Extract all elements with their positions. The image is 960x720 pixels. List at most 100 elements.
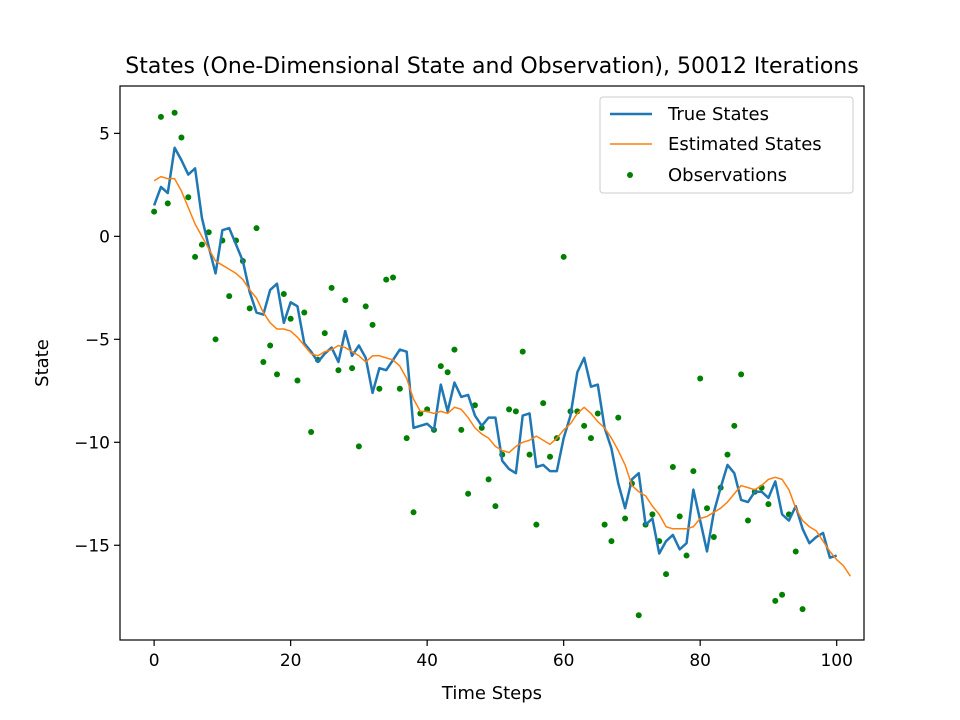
observation-point xyxy=(355,443,362,450)
observation-point xyxy=(308,428,315,435)
y-axis-ticks: 5 0 −5 −10 −15 xyxy=(74,124,120,556)
observation-point xyxy=(451,346,458,353)
y-tick-label: −5 xyxy=(85,330,110,350)
observation-point xyxy=(704,505,711,512)
observation-point xyxy=(738,371,745,378)
observation-point xyxy=(444,369,451,376)
observation-point xyxy=(178,134,185,141)
observation-point xyxy=(587,435,594,442)
observation-point xyxy=(731,422,738,429)
series-layer xyxy=(151,109,851,619)
observation-point xyxy=(724,451,731,458)
observation-point xyxy=(792,548,799,555)
observation-point xyxy=(744,517,751,524)
legend-label-true-states: True States xyxy=(667,104,769,125)
observation-point xyxy=(198,241,205,248)
observation-point xyxy=(260,358,267,365)
x-tick-label: 80 xyxy=(689,651,711,671)
x-tick-label: 100 xyxy=(820,651,852,671)
x-axis-label: Time Steps xyxy=(441,683,542,704)
observation-point xyxy=(676,513,683,520)
observation-point xyxy=(362,303,369,310)
observation-point xyxy=(506,406,513,413)
plot-frame xyxy=(119,85,865,641)
observation-point xyxy=(226,293,233,300)
observation-point xyxy=(526,451,533,458)
observation-point xyxy=(383,276,390,283)
observation-point xyxy=(519,348,526,355)
observation-point xyxy=(601,521,608,528)
estimated-states-line xyxy=(153,175,851,577)
observation-point xyxy=(649,511,656,518)
observation-point xyxy=(376,385,383,392)
y-tick-label: 0 xyxy=(99,227,110,247)
x-tick-label: 60 xyxy=(553,651,575,671)
observation-point xyxy=(321,330,328,337)
observation-point xyxy=(663,571,670,578)
observation-point xyxy=(799,606,806,613)
observation-point xyxy=(622,515,629,522)
y-tick-label: −10 xyxy=(74,433,110,453)
legend: True States Estimated States Observation… xyxy=(599,96,854,194)
observation-point xyxy=(635,612,642,619)
observation-point xyxy=(410,509,417,516)
observation-point xyxy=(267,342,274,349)
chart-title: States (One-Dimensional State and Observ… xyxy=(125,54,858,79)
observation-point xyxy=(540,400,547,407)
observation-point xyxy=(492,503,499,510)
x-tick-label: 0 xyxy=(149,651,160,671)
observation-point xyxy=(608,538,615,545)
observation-point xyxy=(171,109,178,116)
observation-point xyxy=(294,377,301,384)
observation-point xyxy=(192,253,199,260)
observation-point xyxy=(512,408,519,415)
observation-point xyxy=(465,490,472,497)
observation-point xyxy=(533,521,540,528)
true-states-line xyxy=(152,146,838,559)
observation-point xyxy=(273,371,280,378)
observation-point xyxy=(253,225,260,232)
observation-point xyxy=(669,464,676,471)
observation-point xyxy=(478,424,485,431)
legend-swatch-observations xyxy=(627,172,633,178)
observation-point xyxy=(301,309,308,316)
observation-point xyxy=(287,315,294,322)
observation-point xyxy=(683,552,690,559)
observation-point xyxy=(458,426,465,433)
observation-point xyxy=(157,113,164,120)
observation-point xyxy=(690,468,697,475)
legend-label-estimated-states: Estimated States xyxy=(668,134,822,155)
observation-point xyxy=(280,291,287,298)
observation-point xyxy=(205,229,212,236)
observation-point xyxy=(349,365,356,372)
observation-point xyxy=(581,422,588,429)
observation-point xyxy=(560,253,567,260)
x-axis-ticks: 0 20 40 60 80 100 xyxy=(149,640,853,671)
observation-point xyxy=(594,410,601,417)
x-tick-label: 20 xyxy=(280,651,302,671)
observation-point xyxy=(710,534,717,541)
observation-point xyxy=(185,194,192,201)
y-axis-label: State xyxy=(32,339,53,387)
observation-point xyxy=(765,501,772,508)
observation-point xyxy=(772,597,779,604)
observation-point xyxy=(437,363,444,370)
legend-label-observations: Observations xyxy=(668,165,787,186)
observation-point xyxy=(246,305,253,312)
observation-point xyxy=(369,321,376,328)
y-tick-label: −15 xyxy=(74,536,110,556)
observation-point xyxy=(151,208,158,215)
x-tick-label: 40 xyxy=(416,651,438,671)
observation-point xyxy=(547,453,554,460)
observation-point xyxy=(471,402,478,409)
observation-point xyxy=(779,591,786,598)
observation-point xyxy=(212,336,219,343)
observation-point xyxy=(328,284,335,291)
legend-box xyxy=(599,96,854,194)
y-tick-label: 5 xyxy=(99,124,110,144)
observation-point xyxy=(342,297,349,304)
observation-point xyxy=(396,385,403,392)
observation-point xyxy=(335,367,342,374)
observation-point xyxy=(390,274,397,281)
